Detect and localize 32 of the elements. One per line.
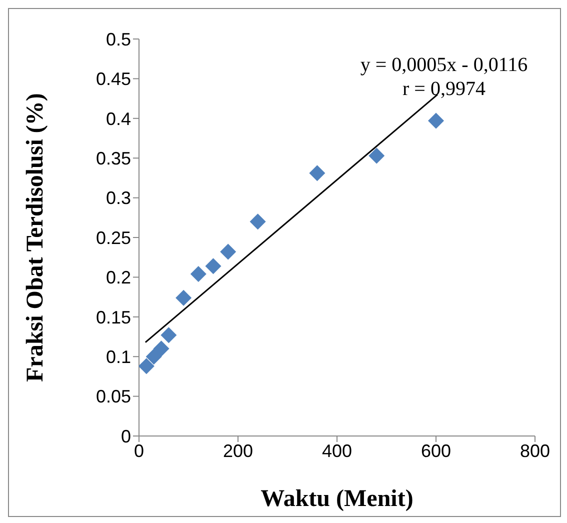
y-tick-label: 0.15 <box>96 307 131 328</box>
point <box>428 112 444 129</box>
y-tick-label: 0.5 <box>106 29 131 50</box>
y-tick-label: 0.3 <box>106 188 131 208</box>
y-tick-label: 0.2 <box>106 268 131 288</box>
x-tick-label: 0 <box>134 440 144 461</box>
point <box>368 148 385 164</box>
y-tick-label: 0.1 <box>106 346 131 367</box>
point <box>205 258 222 274</box>
y-tick-label: 0.05 <box>96 386 131 407</box>
y-tick-label: 0.35 <box>96 148 131 168</box>
y-axis-title: Fraksi Obat Terdisolusi (%) <box>22 93 49 382</box>
annotation: y = 0,0005x - 0,0116 <box>359 53 529 77</box>
point <box>220 244 236 260</box>
point <box>190 266 206 282</box>
annotation: r = 0,9974 <box>402 77 486 101</box>
point <box>250 214 266 230</box>
y-tick-label: 0.25 <box>96 228 131 248</box>
x-tick-label: 200 <box>222 440 254 461</box>
point <box>146 348 162 365</box>
y-tick-label: 0.4 <box>106 108 131 129</box>
point <box>139 358 154 374</box>
x-tick-label: 400 <box>322 440 352 461</box>
y-tick-label: 0 <box>120 426 131 446</box>
x-tick-label: 600 <box>420 440 452 461</box>
x-tick-label: 800 <box>520 440 550 461</box>
point <box>160 327 177 344</box>
point <box>309 165 326 182</box>
point <box>153 340 170 357</box>
point <box>176 290 192 306</box>
x-axis-title: Waktu (Menit) <box>260 486 414 512</box>
y-tick-label: 0.45 <box>96 69 131 90</box>
